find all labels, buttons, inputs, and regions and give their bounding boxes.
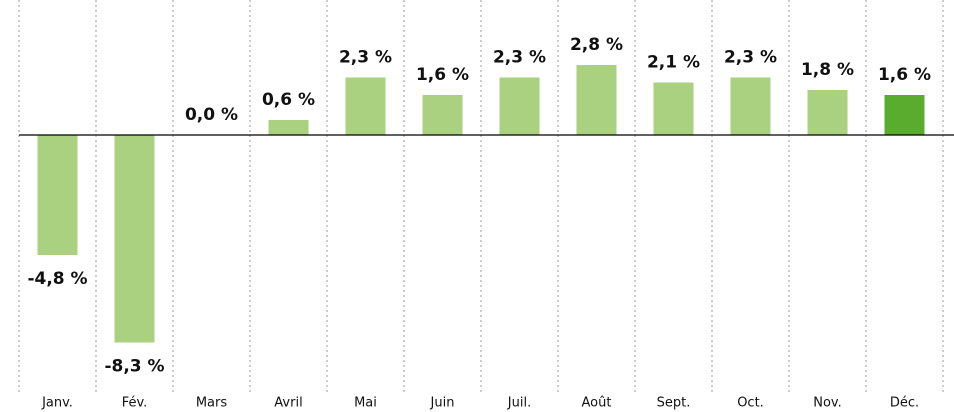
x-tick-label: Sept.	[657, 396, 691, 411]
bar	[499, 77, 540, 135]
value-label: 1,6 %	[878, 65, 931, 85]
value-label: 2,8 %	[570, 35, 623, 55]
bar	[268, 120, 309, 135]
x-tick-label: Juil.	[507, 396, 531, 411]
value-label: 2,3 %	[724, 48, 777, 68]
bar	[422, 95, 463, 135]
x-tick-label: Juin	[430, 396, 455, 411]
x-tick-label: Fév.	[122, 396, 148, 411]
bar	[730, 77, 771, 135]
bar	[345, 77, 386, 135]
bar	[807, 90, 848, 135]
value-label: -4,8 %	[27, 269, 87, 289]
value-label: 2,3 %	[339, 48, 392, 68]
value-label: 0,0 %	[185, 105, 238, 125]
bar	[653, 82, 694, 135]
value-label: 2,3 %	[493, 48, 546, 68]
x-tick-label: Avril	[274, 396, 302, 411]
value-label: 1,8 %	[801, 60, 854, 80]
value-label: 2,1 %	[647, 53, 700, 73]
x-tick-label: Mai	[354, 396, 377, 411]
value-label: 1,6 %	[416, 65, 469, 85]
bar	[114, 135, 155, 343]
x-tick-label: Août	[582, 396, 612, 411]
value-label: -8,3 %	[104, 357, 164, 377]
bar	[37, 135, 78, 255]
x-tick-label: Mars	[196, 396, 228, 411]
x-tick-label: Nov.	[813, 396, 842, 411]
x-tick-label: Oct.	[737, 396, 764, 411]
value-label: 0,6 %	[262, 90, 315, 110]
bar	[884, 95, 925, 135]
x-tick-label: Janv.	[41, 396, 73, 411]
bar	[576, 65, 617, 135]
x-tick-label: Déc.	[890, 396, 919, 411]
